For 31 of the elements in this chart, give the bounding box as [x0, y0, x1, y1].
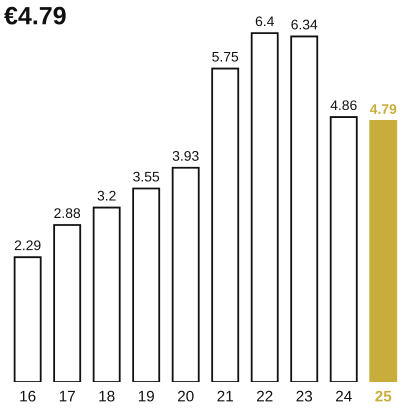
- chart-title: €4.79: [4, 6, 66, 25]
- bar: [330, 116, 358, 382]
- data-label: 5.75: [212, 52, 238, 62]
- x-tick-label: 18: [99, 390, 115, 402]
- bar: [14, 256, 42, 382]
- x-tick-label: 20: [178, 390, 194, 402]
- bar: [290, 36, 318, 382]
- data-label: 3.2: [98, 190, 116, 201]
- data-label: 6.34: [291, 20, 318, 30]
- x-tick-label: 25: [375, 390, 392, 402]
- bar: [132, 188, 160, 382]
- bar: [53, 224, 82, 382]
- data-label: 6.4: [256, 16, 274, 26]
- x-tick-label: 23: [296, 390, 312, 402]
- data-label: 3.93: [172, 151, 199, 161]
- x-tick-label: 17: [60, 390, 75, 402]
- data-label: 2.88: [54, 208, 80, 218]
- bar: [211, 68, 240, 382]
- x-tick-label: 22: [256, 390, 272, 402]
- x-tick-label: 21: [217, 390, 233, 402]
- bar: [172, 166, 200, 382]
- bar: [369, 120, 398, 382]
- data-label: 4.79: [370, 104, 396, 114]
- bar: [92, 206, 121, 382]
- data-label: 4.86: [330, 100, 357, 110]
- x-tick-label: 16: [20, 390, 36, 402]
- data-label: 2.29: [14, 240, 41, 250]
- x-tick-label: 24: [336, 390, 352, 402]
- data-label: 3.55: [133, 172, 160, 182]
- bar: [250, 32, 279, 382]
- x-tick-label: 19: [138, 390, 154, 402]
